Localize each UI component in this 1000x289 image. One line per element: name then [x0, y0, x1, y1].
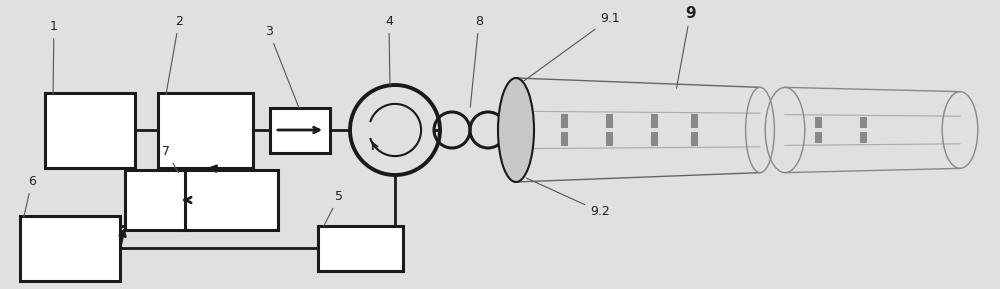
Text: 9: 9 [677, 6, 696, 88]
Bar [691, 114, 698, 128]
Bar [651, 132, 658, 146]
Bar [860, 117, 867, 129]
Text: 2: 2 [166, 15, 183, 95]
Bar [318, 225, 402, 271]
Text: 7: 7 [162, 145, 179, 173]
Text: 8: 8 [470, 15, 483, 107]
Ellipse shape [498, 78, 534, 182]
Text: 9.2: 9.2 [527, 178, 610, 218]
Bar [125, 170, 185, 230]
Bar [815, 117, 822, 129]
Text: 6: 6 [24, 175, 36, 218]
Bar [561, 132, 568, 146]
Bar [860, 131, 867, 143]
Text: 3: 3 [265, 25, 299, 108]
Bar [45, 92, 135, 168]
Bar [606, 114, 613, 128]
Bar [815, 131, 822, 143]
Bar [20, 216, 120, 281]
Text: 5: 5 [324, 190, 343, 226]
Bar [270, 108, 330, 153]
Bar [606, 132, 613, 146]
Bar [182, 170, 278, 230]
Bar [158, 92, 252, 168]
Text: 1: 1 [50, 20, 58, 95]
Bar [651, 114, 658, 128]
Text: 9.1: 9.1 [523, 12, 620, 81]
Text: 4: 4 [385, 15, 393, 85]
Bar [561, 114, 568, 128]
Bar [691, 132, 698, 146]
